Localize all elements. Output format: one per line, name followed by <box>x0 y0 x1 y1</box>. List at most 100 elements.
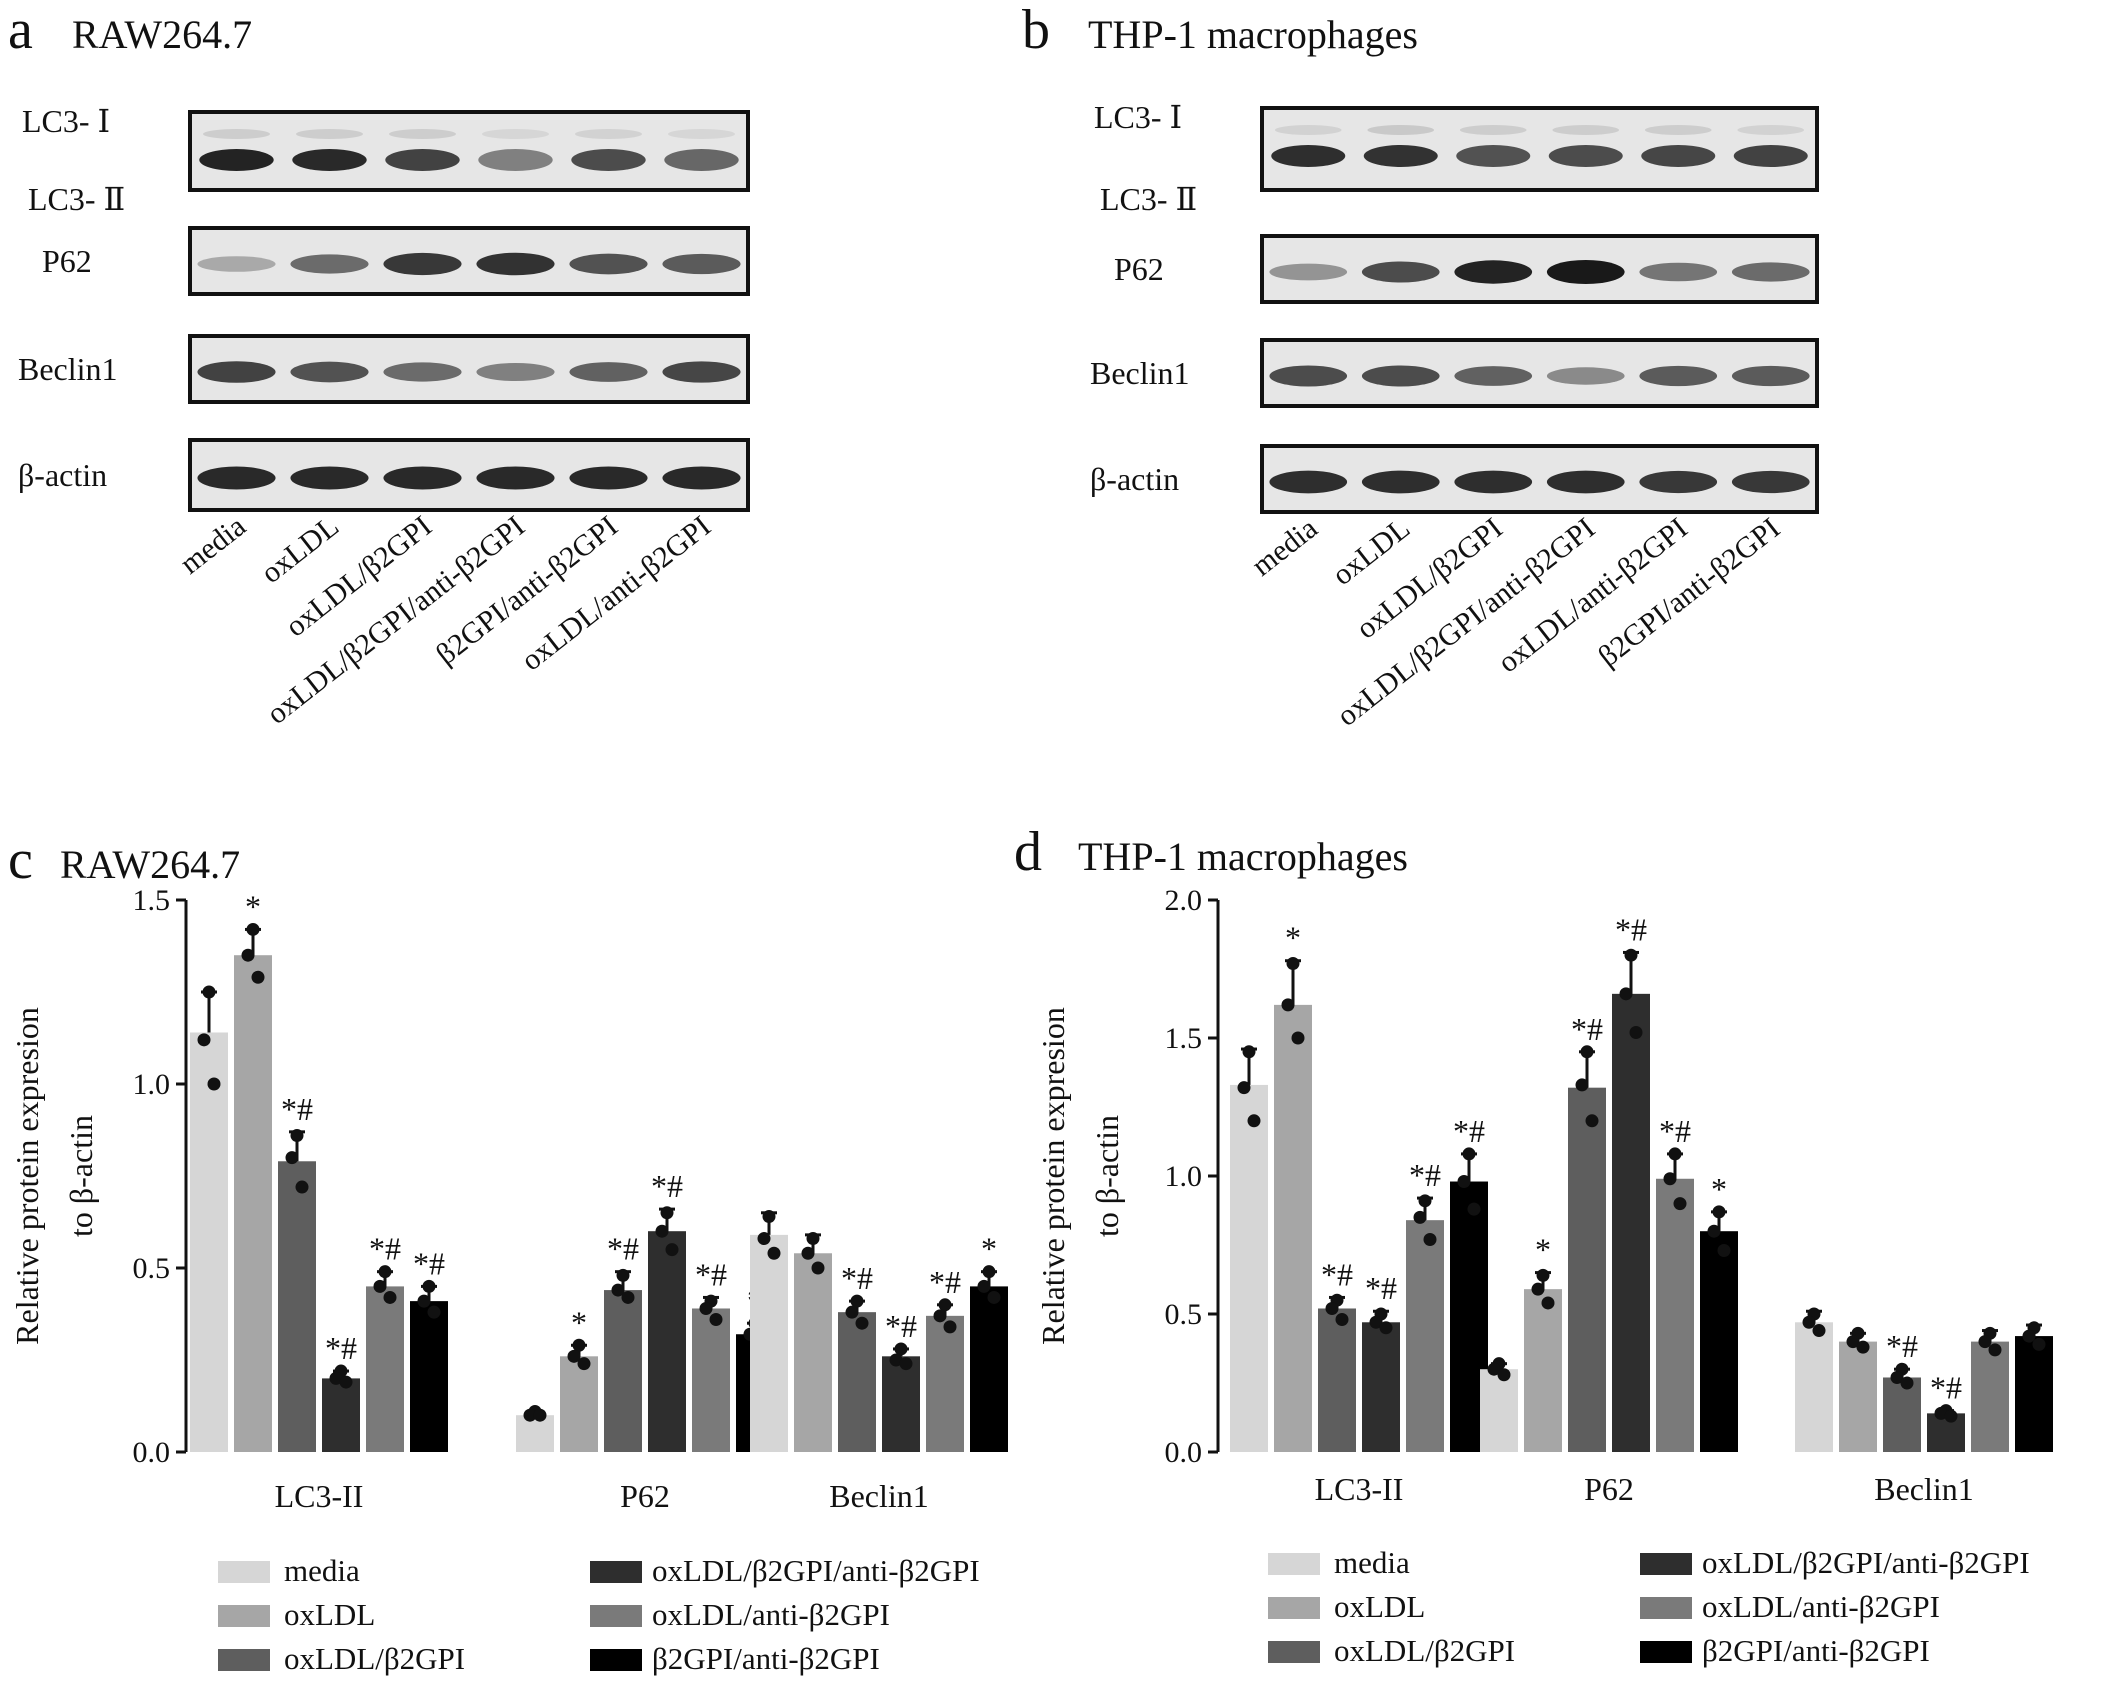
data-point <box>251 970 265 984</box>
data-point <box>1291 1031 1305 1045</box>
y-tick-label: 2.0 <box>1165 884 1203 917</box>
blot-band <box>1454 260 1533 284</box>
legend-label: β2GPI/anti-β2GPI <box>652 1641 880 1676</box>
y-tick-label: 0.0 <box>1165 1436 1203 1469</box>
blot-band-lower <box>199 149 274 171</box>
blot-band-lower <box>385 149 460 171</box>
blot-band <box>383 362 462 382</box>
data-point <box>1585 1114 1599 1128</box>
data-point <box>1707 1224 1721 1238</box>
data-point <box>943 1320 957 1334</box>
data-point <box>1497 1368 1511 1382</box>
data-point <box>616 1268 630 1282</box>
data-point <box>577 1357 591 1371</box>
data-point <box>1286 956 1300 970</box>
band-label-lc3-ii: LC3- Ⅱ <box>28 181 125 217</box>
blot-band-lower <box>1733 145 1808 167</box>
y-tick-label: 0.5 <box>133 1252 171 1285</box>
bar <box>278 1161 316 1452</box>
panel-title-d: THP-1 macrophages <box>1078 834 1408 879</box>
bar <box>1700 1231 1738 1452</box>
data-point <box>938 1298 952 1312</box>
bar <box>366 1286 404 1452</box>
blot-band <box>290 466 369 490</box>
group-label: P62 <box>1584 1471 1634 1507</box>
panel-title-a: RAW264.7 <box>72 12 252 57</box>
blot-band <box>1361 261 1440 283</box>
data-point <box>197 1033 211 1047</box>
blot-band-upper <box>1367 125 1435 135</box>
lane-label: media <box>174 510 252 581</box>
lane-label: media <box>1246 512 1324 583</box>
y-axis-label-2: to β-actin <box>1089 1115 1125 1237</box>
legend-label: oxLDL/β2GPI <box>284 1641 465 1676</box>
data-point <box>850 1294 864 1308</box>
legend-swatch <box>590 1561 642 1583</box>
blot-band-lower <box>292 149 367 171</box>
blot-band <box>1639 365 1718 387</box>
data-point <box>1237 1081 1251 1095</box>
significance-mark: * <box>571 1304 587 1340</box>
data-point <box>982 1265 996 1279</box>
bar <box>234 955 272 1452</box>
legend-label: oxLDL <box>284 1597 375 1632</box>
blot-band-upper <box>296 129 363 139</box>
blot-band <box>476 363 555 381</box>
data-point <box>806 1232 820 1246</box>
data-point <box>699 1301 713 1315</box>
blot-band <box>1546 260 1625 284</box>
blot-box-row-0 <box>188 110 750 192</box>
panel-title-c: RAW264.7 <box>60 842 240 887</box>
data-point <box>1379 1321 1393 1335</box>
bar <box>1612 993 1650 1452</box>
blot-band <box>1269 470 1348 494</box>
y-tick-label: 0.0 <box>133 1436 171 1469</box>
bar <box>648 1231 686 1452</box>
panel-letter-a: a <box>8 0 33 61</box>
group-label: LC3-II <box>1315 1471 1404 1507</box>
blot-band <box>1269 263 1348 281</box>
data-point <box>533 1408 547 1422</box>
data-point <box>378 1265 392 1279</box>
group-label: LC3-II <box>275 1478 364 1514</box>
panel-letter-c: c <box>8 829 33 891</box>
y-tick-label: 1.0 <box>133 1068 171 1101</box>
data-point <box>1467 1202 1481 1216</box>
data-point <box>2022 1329 2036 1343</box>
panel-letter-d: d <box>1014 821 1042 883</box>
blot-band <box>1454 366 1533 386</box>
data-point <box>1462 1147 1476 1161</box>
band-label-lc3-i: LC3- Ⅰ <box>1094 99 1182 135</box>
data-point <box>1846 1335 1860 1349</box>
data-point <box>1536 1268 1550 1282</box>
band-label: Beclin1 <box>18 351 118 387</box>
significance-mark: *# <box>1321 1256 1353 1292</box>
data-point <box>1717 1244 1731 1258</box>
significance-mark: * <box>1535 1232 1551 1268</box>
blot-box-row-1 <box>188 226 750 296</box>
blot-band-upper <box>389 129 456 139</box>
group-label: P62 <box>620 1478 670 1514</box>
blot-box-row-2 <box>1260 338 1819 408</box>
bar <box>1318 1308 1356 1452</box>
blot-band <box>290 254 369 274</box>
bar-chart-c: 0.0 0.5 1.0 1.5 Relative protein expresion to… <box>9 884 1008 1676</box>
bar <box>410 1301 448 1452</box>
data-point <box>207 1077 221 1091</box>
significance-mark: *# <box>841 1260 873 1296</box>
significance-mark: *# <box>369 1231 401 1267</box>
bar <box>1883 1377 1921 1452</box>
data-point <box>1281 998 1295 1012</box>
blot-band <box>1361 365 1440 387</box>
legend-label: oxLDL/β2GPI <box>1334 1633 1515 1668</box>
data-point <box>1934 1406 1948 1420</box>
data-point <box>1988 1343 2002 1357</box>
data-point <box>801 1246 815 1260</box>
y-tick-label: 0.5 <box>1165 1298 1203 1331</box>
data-point <box>1978 1335 1992 1349</box>
data-point <box>987 1290 1001 1304</box>
bar <box>1480 1369 1518 1452</box>
blot-band-upper <box>1644 125 1712 135</box>
blot-band-upper <box>203 129 270 139</box>
